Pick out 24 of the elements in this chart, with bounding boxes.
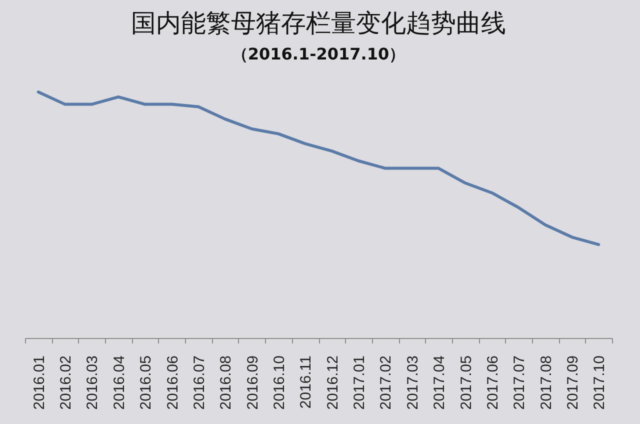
chart-subtitle: （2016.1-2017.10） <box>232 44 406 64</box>
x-tick-label: 2016.05 <box>138 356 155 410</box>
x-tick-label: 2016.08 <box>218 356 235 410</box>
x-tick-label: 2017.10 <box>591 356 608 410</box>
x-tick-label: 2017.08 <box>538 356 555 410</box>
x-tick-label: 2016.09 <box>244 356 262 410</box>
x-tick-label: 2017.07 <box>511 356 528 410</box>
x-tick-label: 2016.01 <box>30 356 48 410</box>
x-tick-label: 2016.04 <box>110 356 128 410</box>
x-tick-label: 2016.12 <box>324 356 342 410</box>
x-tick-label: 2017.05 <box>458 356 475 410</box>
x-tick-label: 2017.06 <box>484 356 502 410</box>
x-tick-label: 2016.10 <box>270 356 288 410</box>
x-tick-label: 2016.02 <box>58 356 75 410</box>
x-tick-label: 2017.03 <box>404 356 422 410</box>
chart-title: 国内能繁母猪存栏量变化趋势曲线 <box>131 8 506 38</box>
x-tick-label: 2017.04 <box>431 356 448 410</box>
x-tick-label: 2016.03 <box>84 356 102 410</box>
x-tick-label: 2016.06 <box>164 356 182 410</box>
x-tick-label: 2016.11 <box>298 356 315 409</box>
x-tick-label: 2017.01 <box>351 356 368 410</box>
x-tick-label: 2016.07 <box>190 356 208 410</box>
x-tick-label: 2017.09 <box>564 356 582 410</box>
x-tick-label: 2017.02 <box>378 356 395 410</box>
